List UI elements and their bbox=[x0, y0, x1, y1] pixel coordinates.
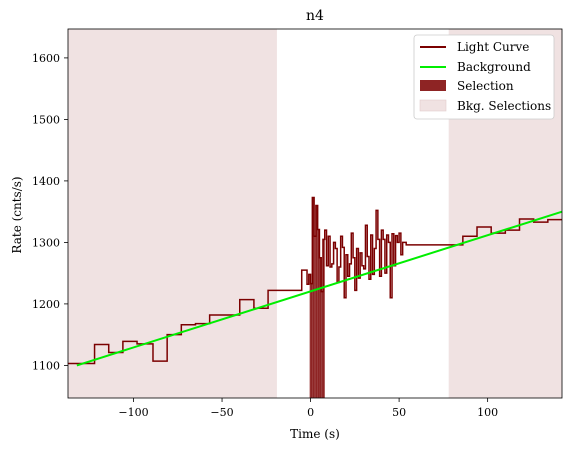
x-tick-label: 0 bbox=[307, 406, 314, 419]
legend: Light Curve Background Selection Bkg. Se… bbox=[413, 34, 555, 120]
selection-bar bbox=[319, 257, 322, 398]
selection-bar bbox=[321, 291, 323, 398]
y-tick-label: 1200 bbox=[32, 298, 60, 311]
y-tick-label: 1600 bbox=[32, 52, 60, 65]
y-axis-label: Rate (cnts/s) bbox=[10, 176, 24, 253]
legend-swatch-bkg-selections bbox=[419, 99, 447, 112]
selection-bar bbox=[317, 229, 320, 398]
legend-swatch-selection bbox=[420, 80, 446, 91]
selection-region bbox=[309, 197, 325, 398]
background-line bbox=[76, 210, 563, 367]
selection-bar bbox=[309, 274, 311, 398]
legend-label-bkg-selections: Bkg. Selections bbox=[457, 99, 551, 113]
plot-frame bbox=[67, 28, 563, 399]
y-tick-label: 1400 bbox=[32, 175, 60, 188]
selection-bar bbox=[310, 283, 313, 398]
y-axis: 1100 1200 1300 1400 1500 1600 bbox=[32, 52, 68, 372]
x-tick-label: 50 bbox=[392, 406, 406, 419]
x-axis-label: Time (s) bbox=[290, 427, 340, 441]
legend-label-light-curve: Light Curve bbox=[457, 40, 529, 54]
selection-bar bbox=[315, 205, 318, 398]
y-tick-label: 1500 bbox=[32, 113, 60, 126]
x-tick-label: 100 bbox=[477, 406, 498, 419]
x-axis: −100 −50 0 50 100 bbox=[118, 398, 498, 419]
bkg-selection-region bbox=[68, 29, 277, 398]
y-tick-label: 1300 bbox=[32, 236, 60, 249]
legend-label-background: Background bbox=[457, 60, 531, 74]
selection-bar bbox=[322, 239, 325, 398]
legend-label-selection: Selection bbox=[457, 79, 514, 93]
light-curve-line bbox=[68, 196, 562, 365]
legend-box bbox=[413, 34, 555, 120]
selection-bar bbox=[314, 236, 316, 398]
chart-title: n4 bbox=[306, 8, 324, 24]
selection-bar bbox=[312, 197, 315, 398]
x-tick-label: −50 bbox=[210, 406, 233, 419]
y-tick-label: 1100 bbox=[32, 359, 60, 372]
x-tick-label: −100 bbox=[118, 406, 148, 419]
